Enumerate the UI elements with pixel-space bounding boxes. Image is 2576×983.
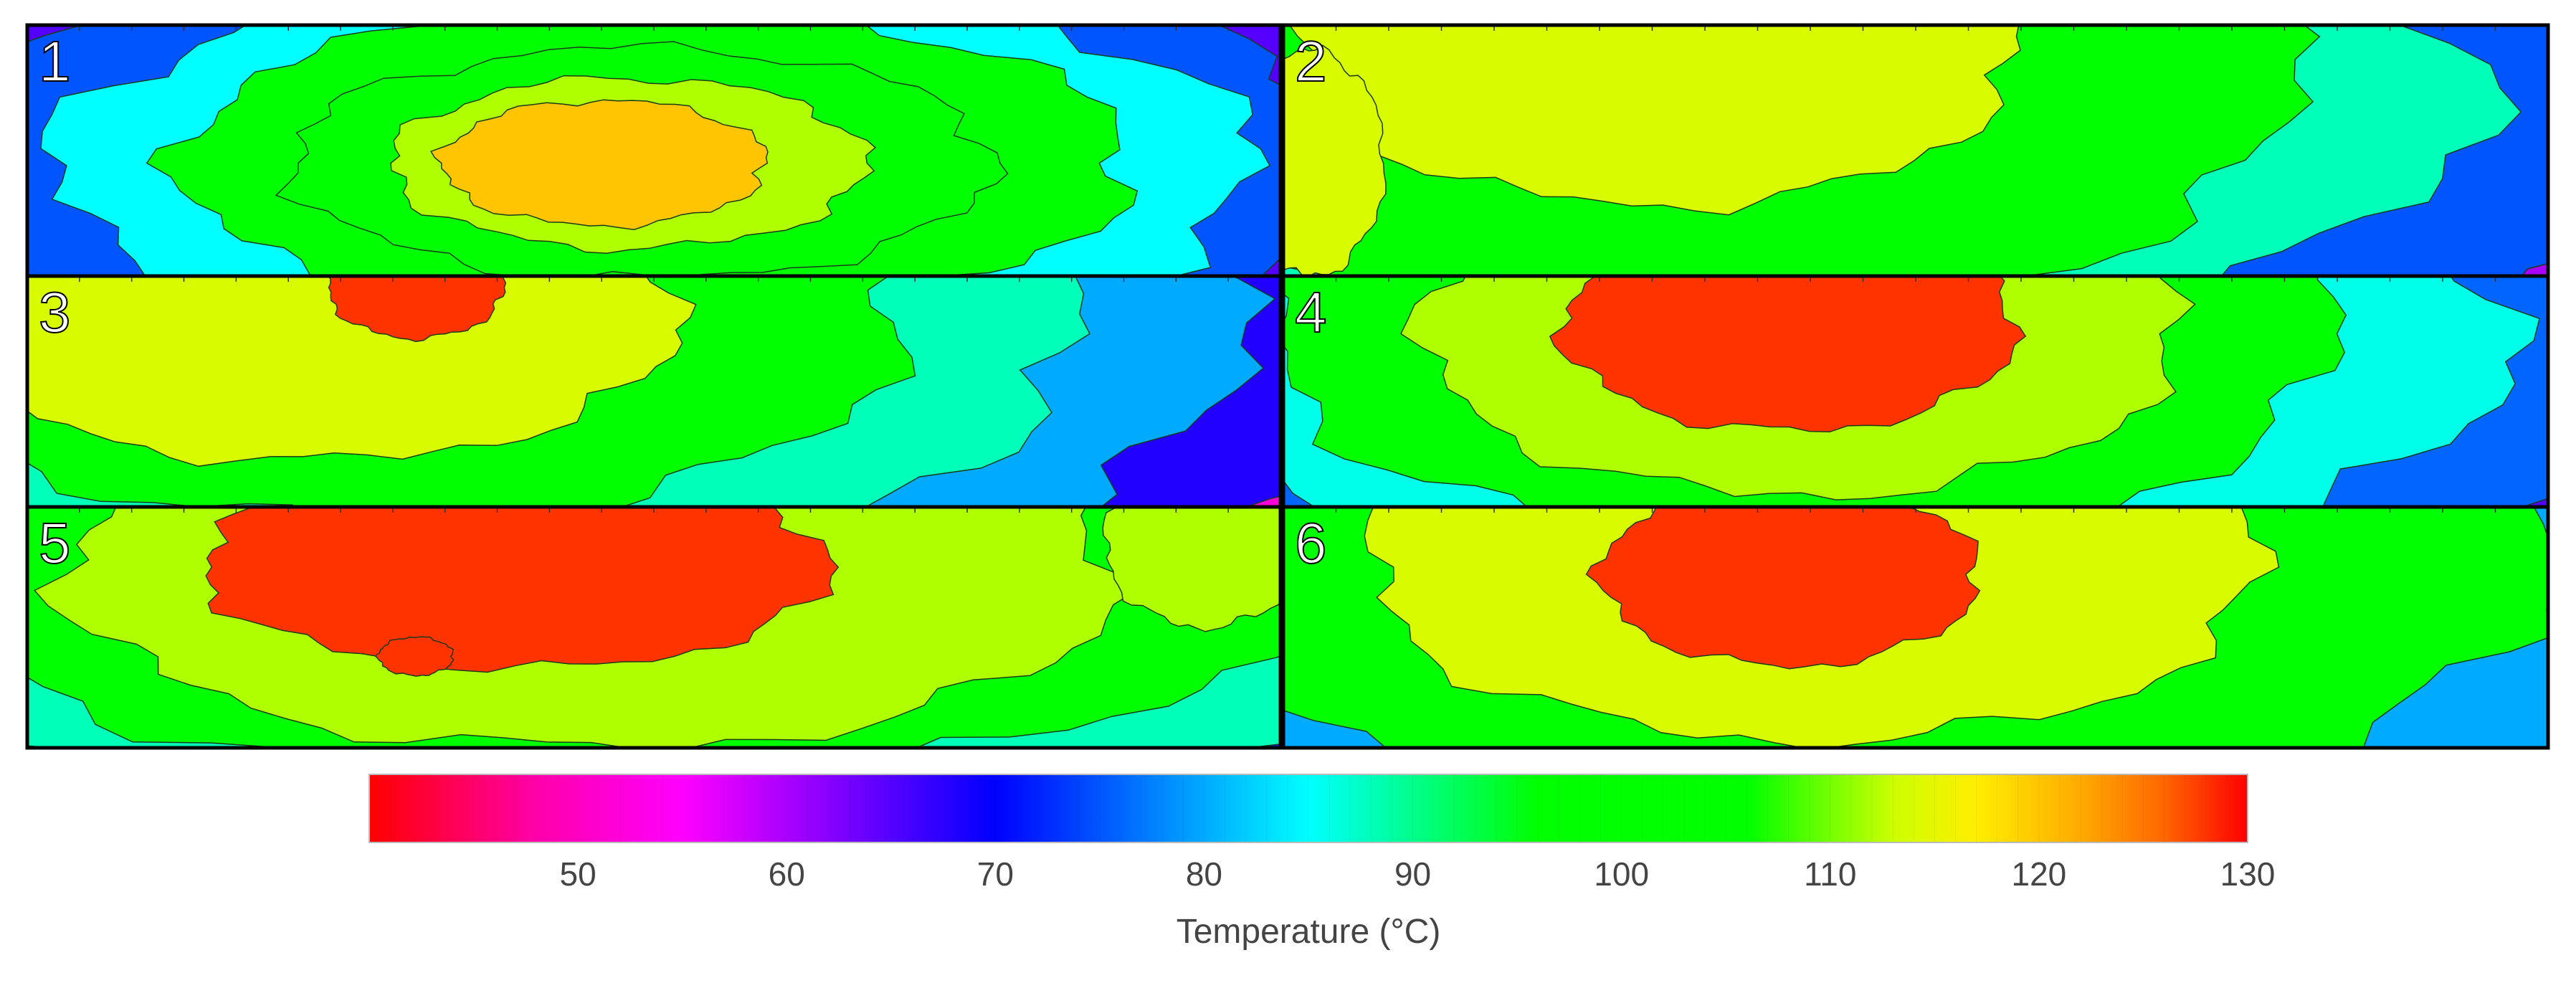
panel-1: 1 bbox=[25, 23, 1283, 278]
contour-band bbox=[430, 99, 769, 230]
colorbar-tick-label: 80 bbox=[1186, 855, 1222, 893]
panel-number-label: 3 bbox=[39, 280, 71, 344]
panel-border bbox=[1281, 505, 2550, 750]
panel-number-label: 4 bbox=[1295, 280, 1327, 344]
colorbar-tick-label: 110 bbox=[1804, 855, 1856, 893]
panel-number-label: 1 bbox=[39, 29, 71, 93]
contour-band bbox=[327, 276, 507, 343]
contour-band bbox=[1549, 276, 2027, 433]
colorbar-tick-label: 120 bbox=[2012, 855, 2067, 893]
contour-band bbox=[1585, 507, 1981, 670]
colorbar-border bbox=[369, 774, 2248, 843]
panel-5: 5 bbox=[25, 505, 1283, 750]
panel-6: 6 bbox=[1281, 505, 2550, 750]
panel-number-label: 5 bbox=[39, 511, 71, 575]
contour-band bbox=[1283, 44, 1387, 276]
panel-number-label: 2 bbox=[1295, 29, 1327, 93]
colorbar-tick-label: 90 bbox=[1394, 855, 1431, 893]
colorbar: 50 60 70 80 90 100 110 120 130 Temperature (°C) bbox=[369, 774, 2275, 951]
contour-band bbox=[27, 276, 697, 467]
panels-group: 1 2 3 4 5 6 bbox=[25, 23, 2550, 750]
colorbar-tick-label: 70 bbox=[977, 855, 1014, 893]
colorbar-label: Temperature (°C) bbox=[1177, 913, 1441, 951]
colorbar-tick-label: 50 bbox=[560, 855, 597, 893]
contour-band bbox=[374, 636, 455, 677]
panel-number-label: 6 bbox=[1295, 511, 1327, 575]
panel-2: 2 bbox=[1281, 23, 2550, 278]
colorbar-tick-label: 130 bbox=[2220, 855, 2276, 893]
contour-band bbox=[205, 507, 840, 673]
colorbar-gradient bbox=[369, 774, 2248, 842]
colorbar-tick-label: 100 bbox=[1594, 855, 1649, 893]
panel-3: 3 bbox=[25, 274, 1283, 509]
panel-border bbox=[25, 505, 1283, 750]
colorbar-tick-label: 60 bbox=[769, 855, 805, 893]
panel-4: 4 bbox=[1281, 274, 2550, 509]
contour-band bbox=[1102, 507, 1280, 632]
